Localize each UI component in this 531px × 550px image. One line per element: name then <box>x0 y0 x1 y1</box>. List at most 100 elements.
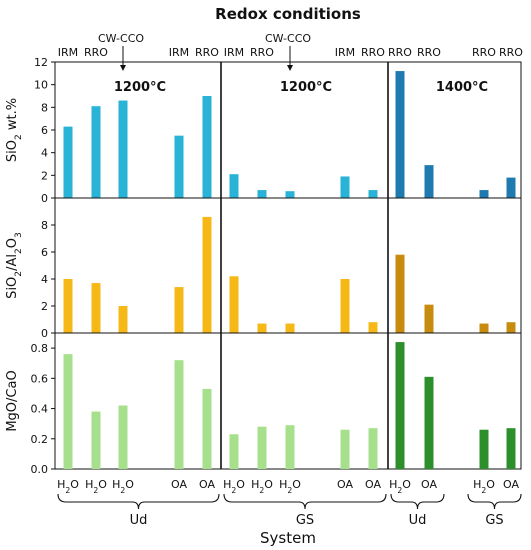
y-tick-label: 0.4 <box>31 403 49 416</box>
temperature-label: 1200°C <box>114 80 166 95</box>
redox-label: RRO <box>388 46 412 59</box>
temperature-label: 1400°C <box>436 80 488 95</box>
y-tick-label: 6 <box>41 246 48 259</box>
bar <box>340 279 350 333</box>
bar <box>202 388 212 469</box>
bar <box>285 323 295 333</box>
y-tick-label: 0 <box>41 192 48 205</box>
bar <box>285 425 295 469</box>
bar <box>506 322 516 333</box>
redox-label: RRO <box>361 46 385 59</box>
sample-label: H2O <box>223 478 245 495</box>
bar <box>506 428 516 469</box>
bar <box>424 376 434 469</box>
y-tick-label: 6 <box>41 124 48 137</box>
bar <box>424 304 434 333</box>
y-tick-label: 2 <box>41 300 48 313</box>
bar <box>395 342 405 469</box>
bar <box>479 190 489 198</box>
bar <box>257 426 267 469</box>
bar <box>91 283 101 333</box>
redox-label: RRO <box>472 46 496 59</box>
group-brace <box>390 493 445 510</box>
cw-cco-label: CW-CCO <box>98 32 144 45</box>
bar <box>340 176 350 198</box>
y-tick-label: 2 <box>41 169 48 182</box>
bar <box>91 411 101 469</box>
bar <box>424 165 434 198</box>
chart-title: Redox conditions <box>215 5 361 23</box>
bar <box>91 106 101 198</box>
group-label: Ud <box>130 513 148 528</box>
bar <box>202 96 212 198</box>
sample-label: OA <box>199 478 215 491</box>
y-axis-label: SiO2/Al2O3 <box>5 232 24 299</box>
sample-label: OA <box>337 478 353 491</box>
group-label: GS <box>296 513 314 528</box>
group-label: GS <box>485 513 503 528</box>
y-axis-label: SiO2 wt.% <box>5 98 24 162</box>
y-tick-label: 8 <box>41 219 48 232</box>
bar <box>174 360 184 469</box>
group-brace <box>467 493 522 510</box>
sample-label: H2O <box>57 478 79 495</box>
cw-cco-label: CW-CCO <box>265 32 311 45</box>
cw-cco-arrowhead <box>120 65 126 71</box>
redox-label: RRO <box>195 46 219 59</box>
bar <box>63 354 73 469</box>
bar <box>479 429 489 469</box>
redox-label: IRM <box>224 46 244 59</box>
group-brace <box>57 493 220 510</box>
y-tick-label: 4 <box>41 147 48 160</box>
sample-label: H2O <box>85 478 107 495</box>
bar <box>395 254 405 333</box>
bar <box>257 323 267 333</box>
bar <box>63 279 73 333</box>
y-axis-label: MgO/CaO <box>5 370 20 431</box>
redox-label: IRM <box>58 46 78 59</box>
group-label: Ud <box>409 513 427 528</box>
redox-label: RRO <box>417 46 441 59</box>
y-tick-label: 0.6 <box>31 372 49 385</box>
y-tick-label: 8 <box>41 101 48 114</box>
bar <box>229 434 239 469</box>
bar <box>368 322 378 333</box>
y-tick-label: 4 <box>41 273 48 286</box>
bar <box>479 323 489 333</box>
sample-label: H2O <box>473 478 495 495</box>
sample-label: OA <box>171 478 187 491</box>
group-brace <box>223 493 387 510</box>
redox-label: IRM <box>335 46 355 59</box>
sample-label: H2O <box>279 478 301 495</box>
redox-label: RRO <box>499 46 523 59</box>
bar <box>202 216 212 333</box>
y-tick-label: 10 <box>34 79 48 92</box>
y-tick-label: 0.0 <box>31 463 49 476</box>
y-tick-label: 0.2 <box>31 433 49 446</box>
plot-area: 0 2 4 6 8 10 12 SiO2 wt.% 0 2 4 6 8 SiO2/Al2O3 0.0 0.2 0… <box>5 32 523 528</box>
bar <box>229 174 239 198</box>
bar <box>395 71 405 198</box>
redox-label: RRO <box>250 46 274 59</box>
bar <box>174 135 184 198</box>
sample-label: OA <box>365 478 381 491</box>
y-tick-label: 12 <box>34 56 48 69</box>
bar <box>368 428 378 469</box>
bar <box>368 190 378 198</box>
bar <box>174 287 184 333</box>
y-tick-label: 0 <box>41 327 48 340</box>
bar <box>506 177 516 198</box>
bar <box>340 429 350 469</box>
bar <box>118 306 128 333</box>
sample-label: OA <box>503 478 519 491</box>
sample-label: OA <box>421 478 437 491</box>
sample-label: H2O <box>389 478 411 495</box>
bar <box>285 191 295 198</box>
sample-label: H2O <box>251 478 273 495</box>
x-axis-title: System <box>260 529 316 547</box>
sample-label: H2O <box>112 478 134 495</box>
redox-label: RRO <box>84 46 108 59</box>
bar <box>63 126 73 198</box>
cw-cco-arrowhead <box>287 65 293 71</box>
temperature-label: 1200°C <box>280 80 332 95</box>
